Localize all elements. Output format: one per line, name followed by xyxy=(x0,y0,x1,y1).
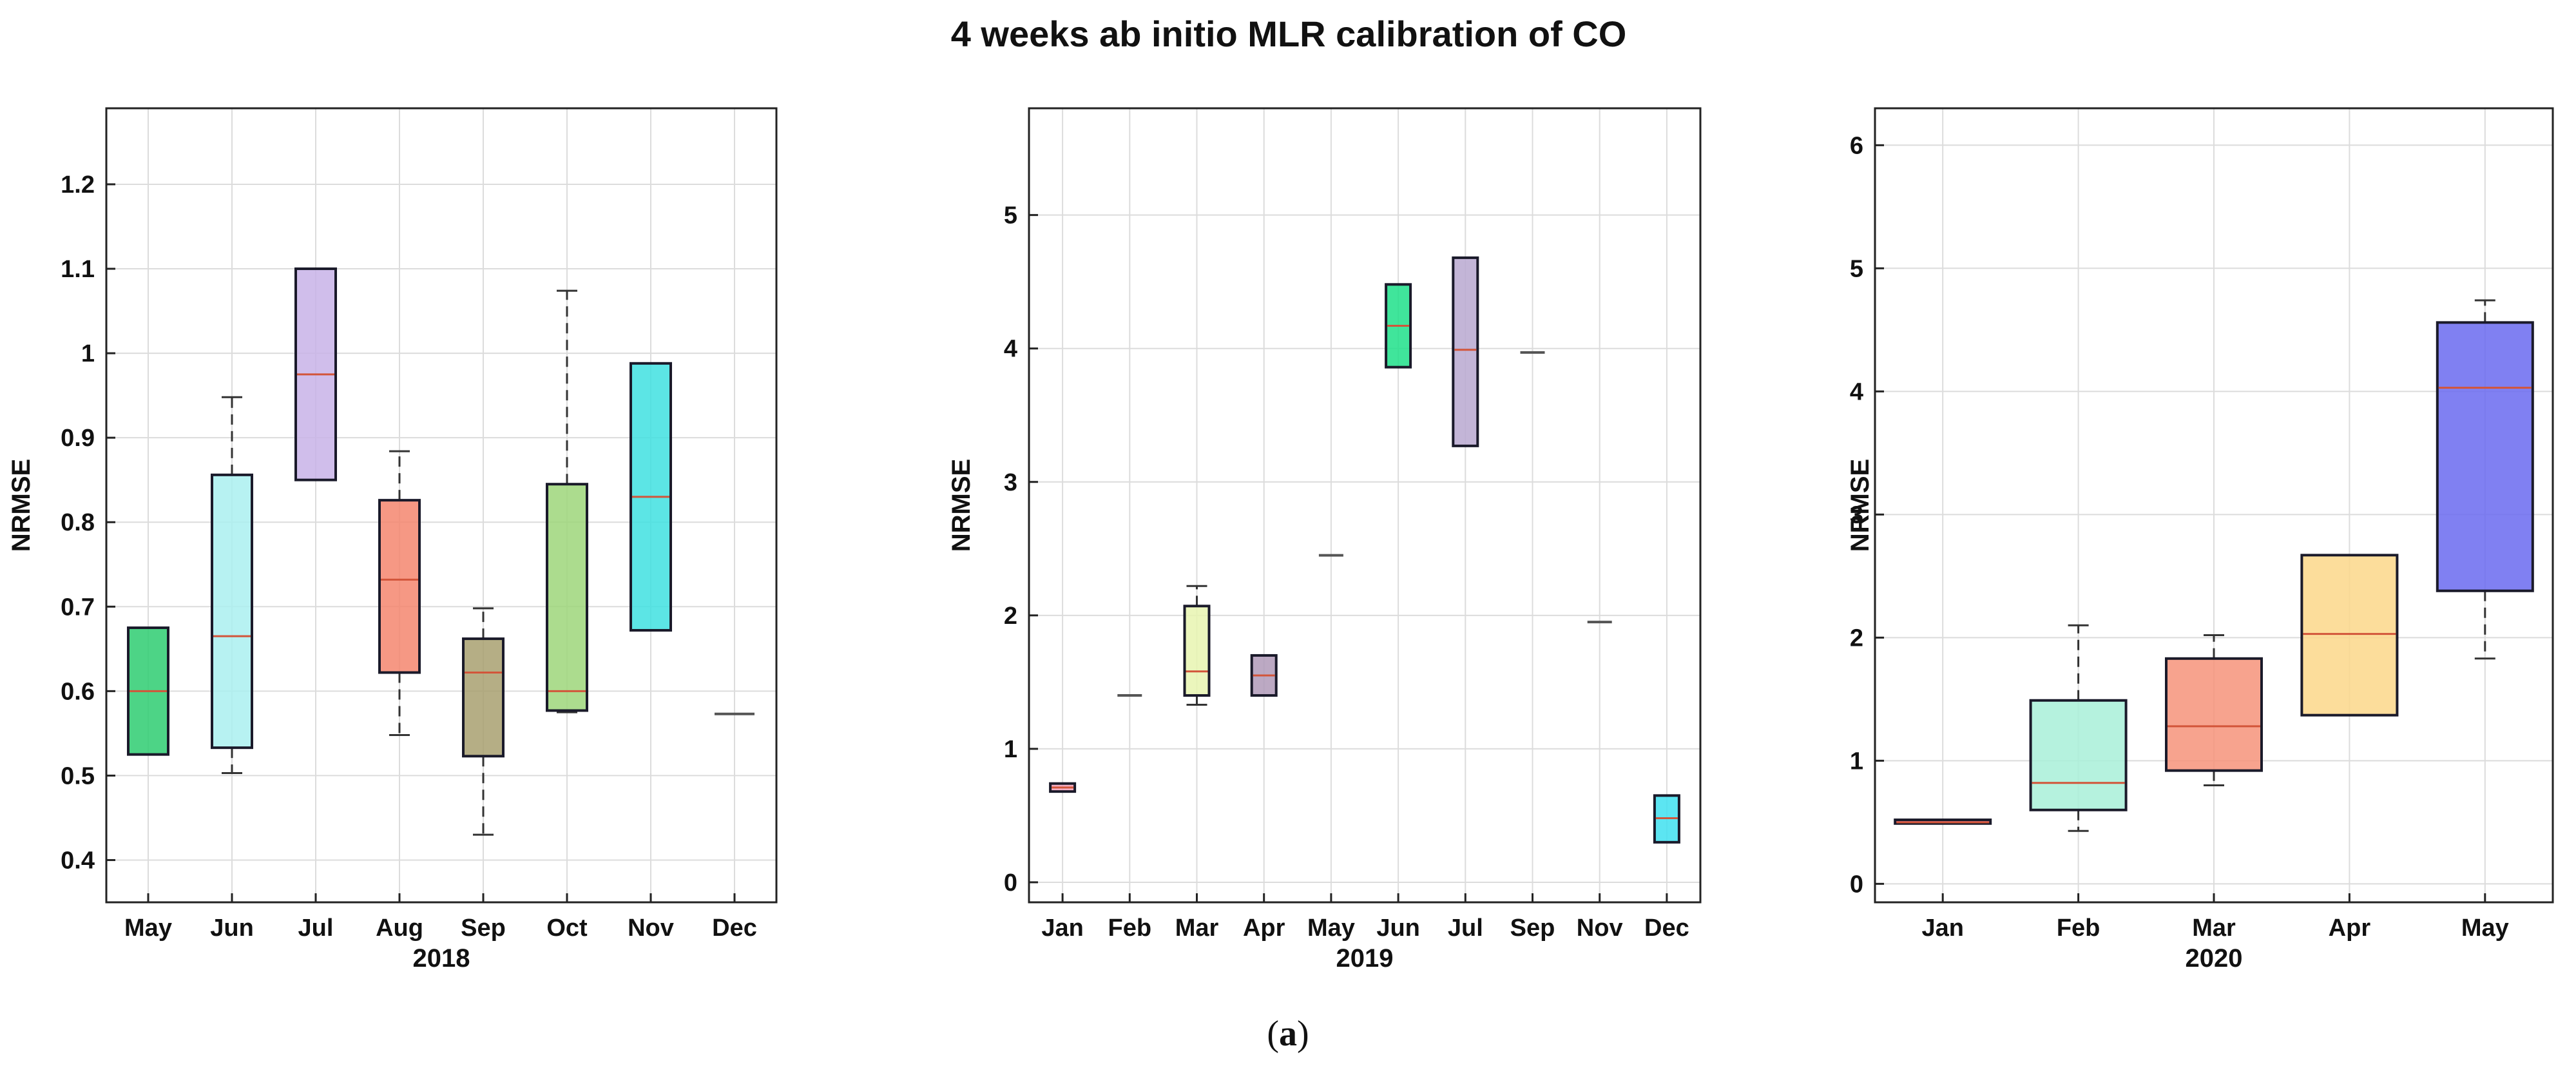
x-tick-label: Oct xyxy=(546,915,588,942)
box-Apr xyxy=(2300,554,2399,717)
x-tick-label: Sep xyxy=(1510,915,1555,942)
box-Jan xyxy=(1894,819,1992,825)
box-Jul xyxy=(1452,256,1479,447)
box-May xyxy=(127,626,169,756)
x-tick-label: May xyxy=(124,915,172,942)
chart-panel-2019: 0 1 2 3 4 5 Jan Feb Mar Apr May Jun Jul Sep Nov Dec 2019… xyxy=(947,107,1702,973)
x-tick-label: Dec xyxy=(1644,915,1689,942)
box-Jan xyxy=(1049,782,1077,793)
x-axis-label: 2020 xyxy=(2186,944,2243,973)
x-tick-label: Jun xyxy=(210,915,254,942)
box-body-Mar xyxy=(1183,605,1211,697)
box-body-May xyxy=(2436,321,2534,592)
y-tick-label: 3 xyxy=(1850,501,1863,528)
y-tick-label: 0.6 xyxy=(61,678,95,705)
box-body-Mar xyxy=(2165,657,2263,772)
y-axis-label: NRMSE xyxy=(947,459,976,552)
chart-panel-2018: 0.4 0.5 0.6 0.7 0.8 0.9 1 1.1 1.2 May Jun Jul Aug Sep… xyxy=(7,107,778,973)
caption-close: ) xyxy=(1297,1014,1309,1054)
x-tick-label: Sep xyxy=(461,915,506,942)
box-body-Jul xyxy=(1452,256,1479,447)
x-tick-label: Jul xyxy=(1448,915,1483,942)
y-tick-label: 1 xyxy=(81,340,95,367)
x-tick-label: Mar xyxy=(2192,915,2236,942)
y-tick-label: 1.2 xyxy=(61,171,95,199)
box-May xyxy=(2436,299,2534,660)
x-tick-label: Dec xyxy=(712,915,757,942)
y-tick-label: 6 xyxy=(1850,132,1863,159)
x-tick-label: Aug xyxy=(376,915,423,942)
box-Mar xyxy=(1183,585,1211,706)
y-tick-label: 0 xyxy=(1850,871,1863,898)
y-tick-label: 5 xyxy=(1850,255,1863,282)
x-axis-label: 2019 xyxy=(1336,944,1394,973)
y-axis-label: NRMSE xyxy=(1846,459,1874,552)
x-tick-label: Nov xyxy=(628,915,674,942)
box-body-Feb xyxy=(2029,699,2128,811)
chart-panel-2020: 0 1 2 3 4 5 6 Jan Feb Mar Apr May 2020 NRMSE xyxy=(1846,107,2554,973)
box-Aug xyxy=(378,450,421,736)
box-Mar xyxy=(2165,634,2263,787)
y-tick-label: 3 xyxy=(1004,469,1017,496)
box-Dec xyxy=(1653,794,1680,844)
x-tick-label: Feb xyxy=(1108,915,1152,942)
box-Jun xyxy=(1385,283,1412,369)
box-Sep xyxy=(462,607,505,836)
figure-caption: (a) xyxy=(1267,1014,1309,1054)
x-tick-label: Jan xyxy=(1041,915,1083,942)
y-tick-label: 4 xyxy=(1850,378,1863,405)
plot-frame xyxy=(1028,107,1702,904)
y-axis-label: NRMSE xyxy=(7,459,35,552)
x-tick-label: Apr xyxy=(2329,915,2371,942)
box-Oct xyxy=(546,289,588,713)
y-tick-label: 0.9 xyxy=(61,425,95,452)
box-Nov xyxy=(630,362,672,632)
box-Jun xyxy=(211,396,253,774)
x-tick-label: Nov xyxy=(1577,915,1623,942)
caption-open: ( xyxy=(1267,1014,1279,1054)
x-tick-label: Jan xyxy=(1921,915,1963,942)
y-tick-label: 2 xyxy=(1004,603,1017,630)
y-tick-label: 1.1 xyxy=(61,256,95,283)
plot-frame xyxy=(105,107,778,904)
y-tick-label: 5 xyxy=(1004,202,1017,229)
x-axis-label: 2018 xyxy=(413,944,470,973)
box-body-Aug xyxy=(378,499,421,674)
y-tick-label: 0.8 xyxy=(61,509,95,536)
x-tick-label: Feb xyxy=(2057,915,2100,942)
y-tick-label: 1 xyxy=(1004,736,1017,763)
box-body-Jun xyxy=(211,473,253,750)
box-body-Oct xyxy=(546,483,588,712)
x-tick-label: May xyxy=(1307,915,1355,942)
y-tick-label: 0.4 xyxy=(61,847,95,874)
y-tick-label: 1 xyxy=(1850,748,1863,775)
y-tick-label: 0.7 xyxy=(61,594,95,621)
box-Apr xyxy=(1250,654,1278,697)
x-tick-label: May xyxy=(2461,915,2509,942)
y-tick-label: 0 xyxy=(1004,869,1017,896)
box-body-Sep xyxy=(462,637,505,758)
y-tick-label: 4 xyxy=(1004,336,1017,363)
y-tick-label: 2 xyxy=(1850,625,1863,652)
x-tick-label: Jul xyxy=(298,915,334,942)
box-Feb xyxy=(2029,624,2128,832)
x-tick-label: Apr xyxy=(1243,915,1285,942)
x-tick-label: Jun xyxy=(1376,915,1420,942)
caption-letter: a xyxy=(1279,1014,1297,1054)
box-body-Apr xyxy=(2300,554,2399,717)
y-tick-label: 0.5 xyxy=(61,762,95,790)
x-tick-label: Mar xyxy=(1175,915,1219,942)
figure-title: 4 weeks ab initio MLR calibration of CO xyxy=(951,14,1627,54)
box-Jul xyxy=(294,267,337,481)
